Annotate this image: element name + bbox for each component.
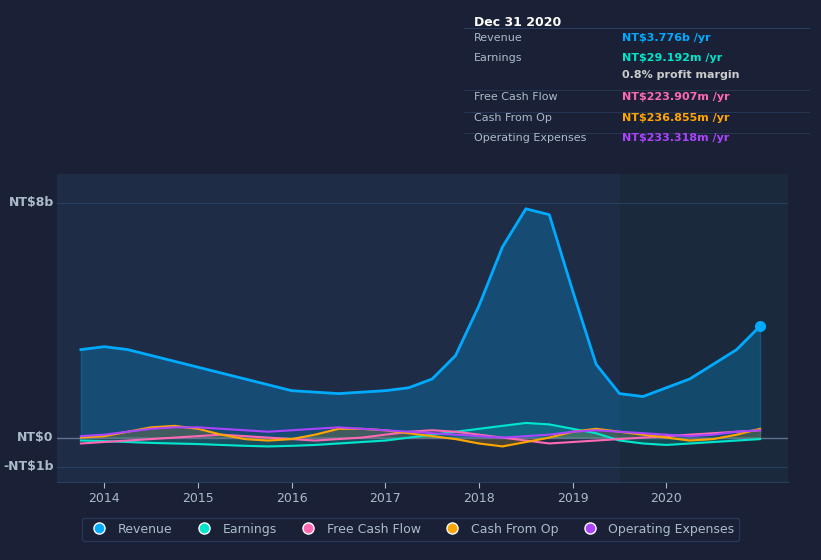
Text: NT$29.192m /yr: NT$29.192m /yr [622, 53, 722, 63]
Text: NT$223.907m /yr: NT$223.907m /yr [622, 92, 730, 102]
Text: Free Cash Flow: Free Cash Flow [475, 92, 557, 102]
Text: -NT$1b: -NT$1b [3, 460, 54, 473]
Text: Operating Expenses: Operating Expenses [475, 133, 586, 143]
Bar [620, 174, 788, 482]
Text: NT$0: NT$0 [17, 431, 54, 444]
Text: Dec 31 2020: Dec 31 2020 [475, 16, 562, 29]
Text: Cash From Op: Cash From Op [475, 114, 552, 123]
Text: NT$236.855m /yr: NT$236.855m /yr [622, 114, 730, 123]
Text: Earnings: Earnings [475, 53, 523, 63]
Text: Revenue: Revenue [475, 34, 523, 43]
Text: NT$233.318m /yr: NT$233.318m /yr [622, 133, 730, 143]
Legend: Revenue, Earnings, Free Cash Flow, Cash From Op, Operating Expenses: Revenue, Earnings, Free Cash Flow, Cash … [81, 517, 740, 541]
Text: 0.8% profit margin: 0.8% profit margin [622, 71, 740, 80]
Text: NT$3.776b /yr: NT$3.776b /yr [622, 34, 711, 43]
Text: NT$8b: NT$8b [8, 197, 54, 209]
